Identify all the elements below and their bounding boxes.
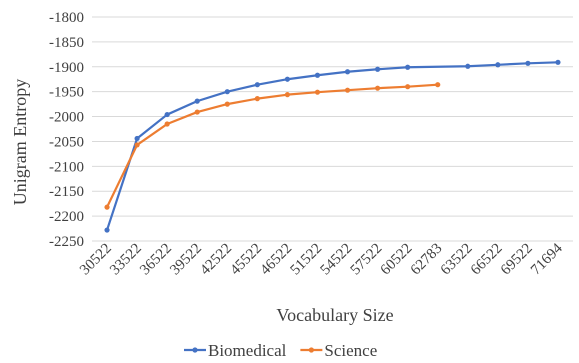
- x-tick-label: 45522: [227, 241, 265, 279]
- y-tick-label: -2150: [49, 184, 84, 200]
- x-tick-label: 33522: [107, 241, 145, 279]
- gridlines: [92, 16, 573, 242]
- y-tick-label: -2050: [49, 134, 84, 150]
- legend-marker-biomedical: [192, 347, 198, 353]
- y-axis-ticks: -1800 -1850 -1900 -1950 -2000 -2050 -2100 -2150…: [49, 10, 84, 250]
- data-point-biomedical: [344, 69, 351, 75]
- y-tick-label: -2200: [49, 209, 84, 225]
- data-point-biomedical: [104, 227, 110, 233]
- x-tick-label: 63522: [438, 241, 476, 279]
- data-point-biomedical: [495, 62, 501, 68]
- x-tick-label: 46522: [257, 241, 295, 279]
- legend-label-science: Science: [324, 341, 377, 360]
- data-point-science: [224, 101, 230, 107]
- series-group: [104, 59, 561, 233]
- data-point-science: [104, 204, 110, 210]
- y-tick-label: -1900: [49, 60, 84, 76]
- y-axis-title: Unigram Entropy: [10, 79, 30, 205]
- x-tick-label: 42522: [197, 241, 235, 279]
- data-point-biomedical: [134, 135, 140, 142]
- x-tick-label: 54522: [318, 241, 356, 279]
- data-point-biomedical: [164, 111, 170, 118]
- data-point-biomedical: [525, 60, 531, 66]
- data-point-science: [284, 92, 291, 98]
- y-tick-label: -2100: [49, 159, 84, 175]
- data-point-science: [134, 142, 140, 148]
- data-point-biomedical: [465, 63, 471, 69]
- data-point-biomedical: [314, 72, 321, 78]
- data-point-science: [374, 85, 381, 91]
- data-point-science: [405, 84, 411, 90]
- y-tick-label: -1850: [49, 35, 84, 51]
- data-point-science: [194, 109, 200, 115]
- x-tick-label: 51522: [287, 241, 325, 279]
- data-point-biomedical: [194, 98, 200, 104]
- data-point-biomedical: [555, 59, 561, 65]
- data-point-biomedical: [254, 82, 260, 88]
- x-tick-label: 39522: [167, 241, 205, 279]
- x-tick-label: 60522: [378, 241, 416, 279]
- y-tick-label: -1950: [49, 85, 84, 101]
- y-tick-label: -2250: [49, 234, 84, 250]
- data-point-biomedical: [224, 89, 230, 95]
- data-point-science: [254, 96, 260, 102]
- legend-marker-science: [308, 347, 314, 353]
- x-tick-label: 66522: [468, 241, 506, 279]
- data-point-science: [314, 89, 321, 95]
- x-tick-label: 36522: [137, 241, 175, 279]
- data-point-biomedical: [405, 64, 411, 70]
- legend-label-biomedical: Biomedical: [208, 341, 287, 360]
- data-point-science: [164, 121, 170, 127]
- data-point-biomedical: [284, 76, 291, 82]
- legend: Biomedical Science: [184, 341, 377, 360]
- x-axis-title: Vocabulary Size: [276, 305, 393, 325]
- x-tick-label: 62783: [408, 241, 446, 279]
- x-tick-label: 71694: [528, 240, 566, 278]
- y-tick-label: -1800: [49, 10, 84, 26]
- series-line-biomedical: [105, 61, 559, 231]
- x-axis-ticks: 3052233522365223952242522455224652251522…: [77, 240, 566, 278]
- series-line-science: [106, 83, 438, 208]
- x-tick-label: 69522: [498, 241, 536, 279]
- x-tick-label: 57522: [348, 241, 386, 279]
- data-point-biomedical: [374, 66, 381, 72]
- data-point-science: [435, 82, 441, 88]
- data-point-science: [344, 87, 351, 93]
- y-tick-label: -2000: [49, 110, 84, 126]
